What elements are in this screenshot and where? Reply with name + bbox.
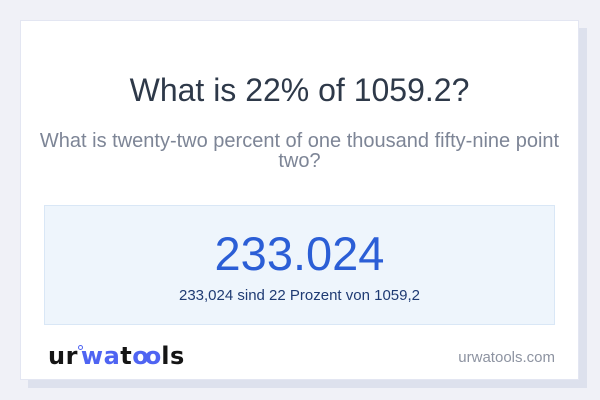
result-value: 233.024 [214,227,385,280]
logo-segment-accent: wa [80,342,121,370]
card-footer: ur watoo ls urwatools.com [21,344,578,368]
logo-ring-icon [77,345,83,350]
logo-segment-dark: t [120,342,133,370]
page-subtitle: What is twenty-two percent of one thousa… [39,130,560,172]
calculator-result-card: What is 22% of 1059.2? What is twenty-tw… [20,20,579,380]
logo-segment-accent: oo [132,342,161,370]
result-box: 233.024 233,024 sind 22 Prozent von 1059… [44,205,555,325]
page-title: What is 22% of 1059.2? [129,72,470,108]
result-description: 233,024 sind 22 Prozent von 1059,2 [178,287,421,304]
urwatools-logo[interactable]: ur watoo ls [48,344,185,368]
logo-segment-dark: ls [161,342,185,370]
logo-segment-dark: ur [48,342,78,370]
website-link[interactable]: urwatools.com [458,349,555,366]
